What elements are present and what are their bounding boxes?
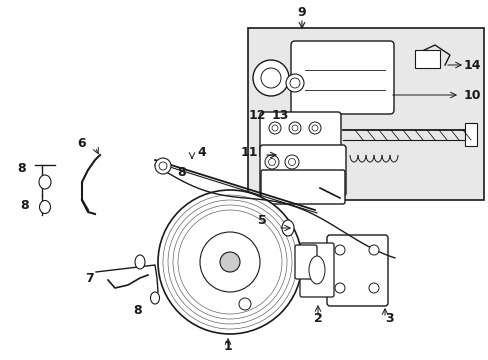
Circle shape [155,158,171,174]
Text: 1: 1 [223,339,232,352]
Ellipse shape [40,201,50,213]
Circle shape [268,158,275,166]
FancyBboxPatch shape [260,112,340,158]
Circle shape [311,125,317,131]
Text: 12: 12 [248,108,265,122]
FancyBboxPatch shape [299,243,333,297]
Circle shape [268,122,281,134]
Text: 6: 6 [78,136,86,149]
Circle shape [158,190,302,334]
Circle shape [220,252,240,272]
Text: 8: 8 [20,198,29,212]
Circle shape [288,158,295,166]
FancyBboxPatch shape [294,245,316,279]
Text: 8: 8 [133,303,142,316]
Circle shape [261,68,281,88]
Text: 8: 8 [18,162,26,175]
Ellipse shape [39,175,51,189]
Circle shape [200,232,260,292]
Circle shape [334,283,345,293]
Bar [414,50,439,68]
Text: 4: 4 [197,145,206,158]
Text: 8: 8 [177,166,186,179]
Text: 10: 10 [462,89,480,102]
Circle shape [334,245,345,255]
FancyBboxPatch shape [260,145,346,196]
Ellipse shape [282,220,293,236]
Circle shape [291,125,297,131]
Text: 3: 3 [385,311,393,324]
Circle shape [239,298,250,310]
Ellipse shape [308,256,325,284]
Bar [247,28,483,200]
FancyBboxPatch shape [326,235,387,306]
Text: 14: 14 [462,59,480,72]
Text: 11: 11 [240,145,257,158]
Circle shape [289,78,299,88]
Text: 2: 2 [313,311,322,324]
Text: 5: 5 [257,213,266,226]
Circle shape [368,245,378,255]
Text: 9: 9 [297,5,305,18]
Bar [464,123,476,146]
Circle shape [368,283,378,293]
FancyBboxPatch shape [290,41,393,114]
Circle shape [159,162,167,170]
Circle shape [285,74,304,92]
Circle shape [271,125,278,131]
Circle shape [252,60,288,96]
Ellipse shape [135,255,145,269]
Circle shape [308,122,320,134]
Circle shape [288,122,301,134]
Ellipse shape [150,292,159,304]
Text: 13: 13 [271,108,288,122]
FancyBboxPatch shape [261,170,345,204]
Circle shape [264,155,279,169]
Circle shape [285,155,298,169]
Text: 7: 7 [85,271,94,284]
